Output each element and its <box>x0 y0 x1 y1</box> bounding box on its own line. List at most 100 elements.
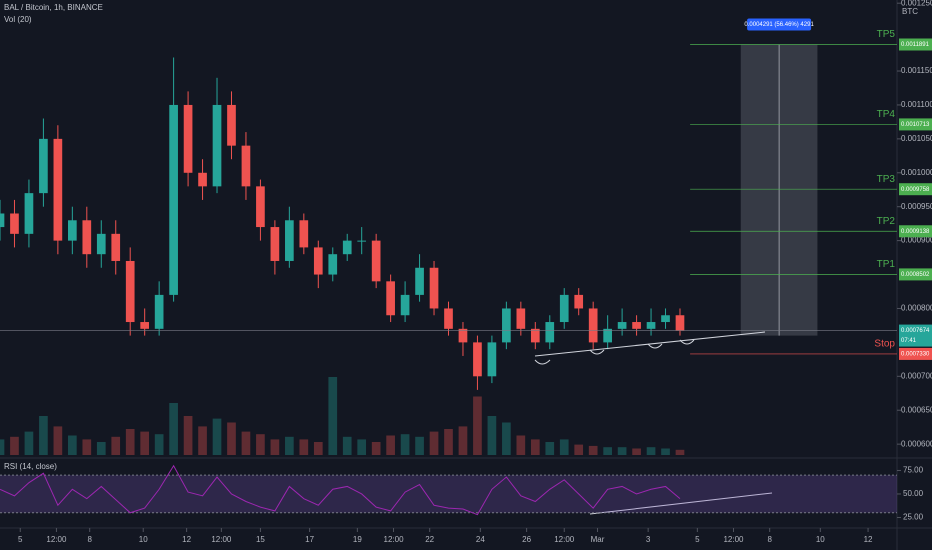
x-tick-label: 12 <box>864 535 873 544</box>
x-tick-label: 12 <box>182 535 191 544</box>
y-tick-label: 0.0006500 <box>901 405 932 414</box>
x-tick-label: 10 <box>816 535 825 544</box>
volume-bar <box>603 447 612 455</box>
volume-bar <box>675 449 685 455</box>
volume-bar <box>96 442 106 455</box>
volume-bar <box>10 436 19 455</box>
x-tick-label: 5 <box>18 535 23 544</box>
candle-body <box>444 308 453 329</box>
candle-body <box>617 322 627 329</box>
volume-bar <box>574 444 584 455</box>
last-time: 07:41 <box>901 338 917 344</box>
candle-body <box>661 315 670 323</box>
candle-body <box>371 240 381 282</box>
rsi-tick-label: 50.00 <box>903 489 924 498</box>
x-tick-label: Mar <box>591 535 605 544</box>
unit-label: BTC <box>902 7 918 16</box>
volume-bar <box>386 435 395 455</box>
volume-bar <box>617 447 627 455</box>
x-tick-label: 12:00 <box>211 535 232 544</box>
volume-bar <box>140 431 150 455</box>
x-tick-label: 12:00 <box>384 535 405 544</box>
candle-body <box>212 104 222 187</box>
volume-bar <box>82 439 92 455</box>
y-tick-label: 0.0010000 <box>901 168 932 177</box>
level-price: 0.0009138 <box>901 229 930 235</box>
volume-bar <box>39 416 48 455</box>
volume-bar <box>559 439 569 455</box>
x-tick-label: 26 <box>522 535 531 544</box>
x-tick-label: 19 <box>353 535 362 544</box>
volume-bar <box>444 429 453 455</box>
candle-body <box>10 213 19 234</box>
volume-bar <box>371 442 381 455</box>
level-price-bg <box>899 118 932 131</box>
volume-bar <box>458 426 468 455</box>
x-tick-label: 15 <box>256 535 265 544</box>
volume-bar <box>67 435 77 455</box>
candle-body <box>183 104 193 173</box>
x-tick-label: 12:00 <box>554 535 575 544</box>
y-tick-label: 0.0007000 <box>901 371 932 380</box>
y-tick-label: 0.0010500 <box>901 134 932 143</box>
candle-body <box>342 240 352 255</box>
level-price-bg <box>899 225 932 238</box>
rsi-trendline <box>589 492 773 515</box>
candle-body <box>96 233 106 255</box>
candle-body <box>125 260 135 323</box>
volume-bar <box>53 426 63 455</box>
x-tick-label: 17 <box>305 535 314 544</box>
volume-bar <box>661 448 670 455</box>
candle-body <box>53 138 63 241</box>
level-name: TP5 <box>877 29 896 40</box>
candle-body <box>39 138 48 194</box>
volume-bar <box>198 426 207 455</box>
level-price: 0.0010713 <box>901 122 930 128</box>
volume-bar <box>169 403 178 455</box>
candle-body <box>400 294 410 316</box>
level-price: 0.0007330 <box>901 351 930 357</box>
candle-body <box>574 294 584 309</box>
level-price: 0.0009758 <box>901 187 930 193</box>
volume-bar <box>241 431 251 455</box>
level-name: TP3 <box>877 174 896 185</box>
volume-bar <box>502 422 511 455</box>
x-tick-label: 12:00 <box>723 535 744 544</box>
volume-bar <box>342 436 352 455</box>
volume-bar <box>212 418 222 455</box>
volume-bar <box>400 434 410 455</box>
volume-bar <box>0 439 5 455</box>
volume-label: Vol (20) <box>4 15 32 24</box>
candle-body <box>299 220 309 248</box>
volume-bar <box>299 439 309 455</box>
y-tick-label: 0.0009000 <box>901 236 932 245</box>
candle-body <box>198 172 207 187</box>
candle-body <box>415 267 424 295</box>
candle-body <box>516 308 526 329</box>
volume-bar <box>429 431 439 455</box>
candle-body <box>646 322 656 329</box>
x-tick-label: 24 <box>476 535 485 544</box>
level-price-bg <box>899 268 932 281</box>
volume-bar <box>183 416 193 455</box>
chart-title: BAL / Bitcoin, 1h, BINANCE <box>4 3 103 12</box>
candle-body <box>502 308 511 343</box>
rsi-tick-label: 25.00 <box>903 513 924 522</box>
volume-bar <box>328 377 338 455</box>
candle-body <box>82 220 92 255</box>
level-name: Stop <box>874 339 895 350</box>
candle-body <box>603 328 612 343</box>
measure-label-bg <box>747 18 812 31</box>
level-price: 0.0011891 <box>901 42 930 48</box>
y-tick-label: 0.0006000 <box>901 439 932 448</box>
volume-bar <box>632 448 641 455</box>
candle-body <box>67 220 77 241</box>
candle-body <box>559 294 569 323</box>
y-tick-label: 0.0008000 <box>901 304 932 313</box>
level-name: TP2 <box>877 216 896 227</box>
candle-body <box>24 193 34 234</box>
x-tick-label: 8 <box>767 535 772 544</box>
candle-body <box>285 220 294 261</box>
